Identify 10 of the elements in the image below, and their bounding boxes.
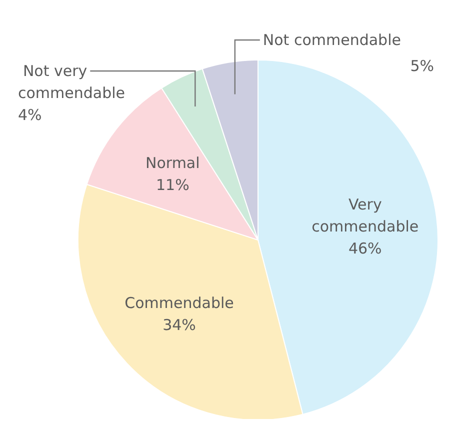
slice-label: Very commendable	[312, 195, 419, 236]
data-label: 46%	[348, 239, 382, 258]
slice-label: Commendable	[124, 294, 234, 312]
slice-label: Not very commendable	[18, 62, 126, 102]
data-label: 4%	[18, 106, 42, 124]
slice-label: Normal	[146, 154, 200, 172]
data-label: 11%	[156, 176, 190, 194]
data-label: 34%	[162, 316, 196, 334]
data-label: 5%	[410, 57, 434, 75]
slice-label: Not commendable	[262, 31, 401, 49]
